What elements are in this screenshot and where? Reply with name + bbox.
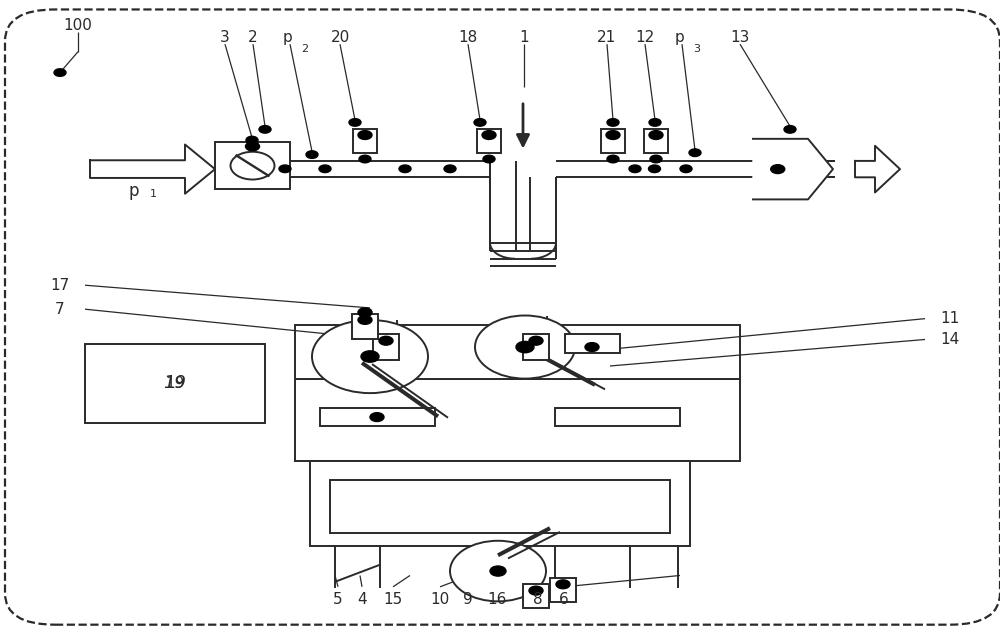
Circle shape — [629, 165, 641, 172]
Text: 18: 18 — [458, 30, 478, 45]
Bar — [353, 129, 377, 153]
Circle shape — [585, 343, 599, 351]
Text: 4: 4 — [357, 592, 367, 607]
Bar — [550, 578, 576, 602]
Circle shape — [444, 165, 456, 172]
Bar — [310, 461, 690, 546]
Text: 3: 3 — [694, 44, 701, 54]
Circle shape — [319, 165, 331, 172]
Circle shape — [516, 341, 534, 353]
Circle shape — [483, 155, 495, 163]
Circle shape — [358, 316, 372, 324]
Bar — [295, 379, 740, 461]
Bar — [330, 480, 670, 533]
Bar — [295, 325, 740, 379]
Circle shape — [370, 413, 384, 422]
Text: 17: 17 — [50, 278, 70, 293]
Circle shape — [650, 155, 662, 163]
Text: 12: 12 — [635, 30, 655, 45]
Text: 2: 2 — [248, 30, 258, 45]
Text: 5: 5 — [333, 592, 343, 607]
Circle shape — [771, 165, 785, 174]
Text: 6: 6 — [559, 592, 569, 607]
Polygon shape — [855, 146, 900, 192]
Bar — [644, 129, 668, 153]
Bar — [215, 142, 290, 189]
Text: 10: 10 — [430, 592, 450, 607]
Text: 14: 14 — [940, 332, 960, 347]
Circle shape — [556, 580, 570, 589]
Circle shape — [312, 320, 428, 393]
Circle shape — [474, 119, 486, 126]
Polygon shape — [753, 139, 833, 199]
Bar — [320, 408, 435, 426]
Circle shape — [607, 119, 619, 126]
Text: 1: 1 — [150, 189, 157, 199]
Text: 20: 20 — [330, 30, 350, 45]
Circle shape — [349, 119, 361, 126]
Text: 19: 19 — [164, 374, 186, 392]
Polygon shape — [90, 144, 215, 194]
Text: 7: 7 — [55, 302, 65, 317]
Circle shape — [475, 316, 575, 379]
FancyBboxPatch shape — [5, 9, 1000, 625]
Circle shape — [358, 308, 372, 317]
Circle shape — [482, 131, 496, 139]
Text: 19: 19 — [165, 375, 185, 391]
Text: 21: 21 — [597, 30, 617, 45]
Text: 1: 1 — [519, 30, 529, 45]
Text: 16: 16 — [487, 592, 507, 607]
Circle shape — [529, 336, 543, 345]
Circle shape — [358, 131, 372, 139]
Bar — [477, 129, 501, 153]
Circle shape — [649, 165, 661, 172]
Circle shape — [306, 151, 318, 158]
Circle shape — [279, 165, 291, 172]
Circle shape — [784, 126, 796, 133]
Circle shape — [490, 566, 506, 576]
Bar — [85, 344, 265, 423]
Bar — [523, 334, 549, 360]
Text: 9: 9 — [463, 592, 473, 607]
Circle shape — [649, 131, 663, 139]
Circle shape — [649, 119, 661, 126]
Text: p: p — [129, 182, 139, 200]
Bar — [373, 334, 399, 360]
Circle shape — [450, 541, 546, 601]
Circle shape — [54, 69, 66, 76]
Bar — [565, 334, 620, 353]
Circle shape — [680, 165, 692, 172]
Circle shape — [607, 155, 619, 163]
Bar — [601, 129, 625, 153]
Bar — [352, 314, 378, 339]
Text: 3: 3 — [220, 30, 230, 45]
Text: 13: 13 — [730, 30, 750, 45]
Circle shape — [606, 131, 620, 139]
Text: p: p — [675, 30, 685, 45]
Circle shape — [689, 149, 701, 156]
Circle shape — [529, 586, 543, 595]
Text: p: p — [283, 30, 293, 45]
Circle shape — [399, 165, 411, 172]
Text: 15: 15 — [383, 592, 403, 607]
Circle shape — [246, 136, 258, 144]
Circle shape — [361, 351, 379, 362]
Circle shape — [379, 336, 393, 345]
Circle shape — [259, 126, 271, 133]
Circle shape — [246, 142, 260, 151]
Text: 2: 2 — [301, 44, 309, 54]
Text: 100: 100 — [64, 18, 92, 33]
Text: 11: 11 — [940, 311, 960, 326]
Circle shape — [230, 151, 274, 180]
Circle shape — [359, 155, 371, 163]
Bar — [555, 408, 680, 426]
Bar — [523, 584, 549, 608]
Text: 8: 8 — [533, 592, 543, 607]
